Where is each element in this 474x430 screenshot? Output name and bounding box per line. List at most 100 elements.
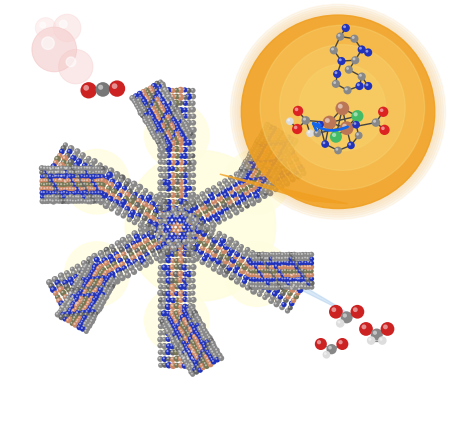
Circle shape <box>365 83 368 86</box>
Circle shape <box>250 163 255 169</box>
Circle shape <box>124 256 126 258</box>
Circle shape <box>131 242 134 243</box>
Circle shape <box>262 183 268 189</box>
Circle shape <box>179 242 185 248</box>
Circle shape <box>158 357 161 359</box>
Circle shape <box>290 301 292 304</box>
Circle shape <box>50 286 57 293</box>
Circle shape <box>68 310 70 311</box>
Circle shape <box>195 339 200 344</box>
Circle shape <box>299 261 301 263</box>
Circle shape <box>303 272 309 278</box>
Circle shape <box>88 175 95 182</box>
Circle shape <box>158 126 164 132</box>
Circle shape <box>78 187 80 189</box>
Circle shape <box>158 121 160 123</box>
Circle shape <box>94 191 96 193</box>
Circle shape <box>276 135 281 140</box>
Circle shape <box>173 138 177 142</box>
Circle shape <box>271 152 276 157</box>
Circle shape <box>65 166 71 172</box>
Circle shape <box>79 322 81 325</box>
Circle shape <box>140 191 146 197</box>
Circle shape <box>292 154 294 156</box>
Circle shape <box>231 244 237 250</box>
Circle shape <box>277 153 279 155</box>
Circle shape <box>278 281 280 283</box>
Circle shape <box>113 264 119 270</box>
Circle shape <box>286 269 291 273</box>
Circle shape <box>256 181 258 182</box>
Circle shape <box>80 190 86 197</box>
Circle shape <box>257 167 263 173</box>
Circle shape <box>163 128 169 134</box>
Circle shape <box>354 122 356 125</box>
Circle shape <box>190 365 196 371</box>
Circle shape <box>182 308 184 310</box>
Circle shape <box>207 258 214 264</box>
Circle shape <box>167 154 169 156</box>
Circle shape <box>273 174 275 176</box>
Circle shape <box>145 88 146 90</box>
Circle shape <box>87 308 89 310</box>
Circle shape <box>287 142 290 144</box>
Circle shape <box>258 152 260 154</box>
Circle shape <box>72 295 73 298</box>
Circle shape <box>233 240 239 246</box>
Circle shape <box>93 298 95 300</box>
Circle shape <box>284 147 286 149</box>
Circle shape <box>186 225 192 231</box>
Circle shape <box>228 275 234 280</box>
Circle shape <box>171 339 177 345</box>
Circle shape <box>68 178 73 184</box>
Circle shape <box>276 155 277 157</box>
Circle shape <box>75 195 77 197</box>
Circle shape <box>91 187 96 192</box>
Circle shape <box>85 186 91 191</box>
Circle shape <box>83 265 85 267</box>
Circle shape <box>170 107 172 109</box>
Circle shape <box>268 174 270 176</box>
Circle shape <box>177 94 184 101</box>
Circle shape <box>175 131 176 132</box>
Circle shape <box>237 203 242 209</box>
Circle shape <box>72 315 78 321</box>
Circle shape <box>170 180 173 182</box>
Circle shape <box>133 207 135 209</box>
Circle shape <box>235 210 237 212</box>
Circle shape <box>192 245 199 252</box>
Circle shape <box>103 286 105 288</box>
Circle shape <box>225 150 289 214</box>
Circle shape <box>169 229 171 231</box>
Circle shape <box>89 295 94 300</box>
Circle shape <box>258 261 260 263</box>
Circle shape <box>97 175 100 177</box>
Circle shape <box>86 187 88 189</box>
Circle shape <box>286 280 291 285</box>
Circle shape <box>100 168 107 174</box>
Circle shape <box>239 267 246 274</box>
Circle shape <box>179 331 181 333</box>
Circle shape <box>148 259 154 264</box>
Circle shape <box>71 170 73 172</box>
Circle shape <box>57 175 60 177</box>
Circle shape <box>280 146 283 148</box>
Circle shape <box>199 322 201 323</box>
Circle shape <box>293 277 295 279</box>
Circle shape <box>182 283 189 290</box>
Circle shape <box>252 171 254 173</box>
Circle shape <box>166 153 172 158</box>
Circle shape <box>155 91 161 96</box>
Circle shape <box>184 362 190 367</box>
Circle shape <box>66 301 72 307</box>
Circle shape <box>172 221 178 227</box>
Circle shape <box>66 318 71 323</box>
Circle shape <box>147 92 153 98</box>
Circle shape <box>290 287 292 290</box>
Circle shape <box>145 252 150 258</box>
Circle shape <box>282 148 288 154</box>
Circle shape <box>178 334 180 335</box>
Circle shape <box>143 249 145 252</box>
Circle shape <box>256 171 258 173</box>
Circle shape <box>129 199 132 202</box>
